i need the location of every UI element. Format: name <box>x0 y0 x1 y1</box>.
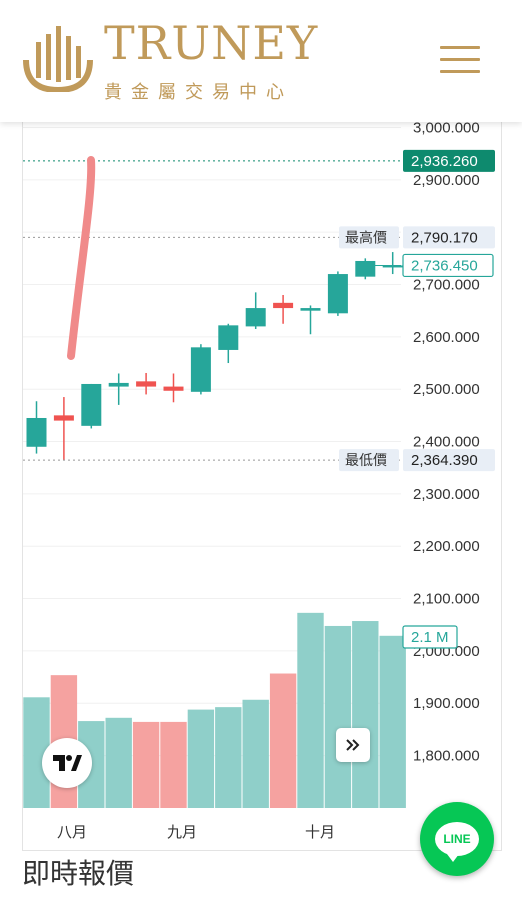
price-chart[interactable]: 3,000.0002,900.0002,800.0002,700.0002,60… <box>22 112 502 851</box>
annotation-stroke <box>67 156 96 360</box>
high-label: 最高價 <box>345 229 387 246</box>
y-tick-label: 1,900.000 <box>413 695 480 712</box>
x-tick-label: 十月 <box>305 823 335 841</box>
candle-body <box>108 382 129 387</box>
candle-body <box>136 381 157 387</box>
candle-body <box>273 302 294 309</box>
y-tick-label: 2,300.000 <box>413 486 480 503</box>
brand-name[interactable]: TRUNEY <box>104 16 319 70</box>
volume-bar <box>242 699 269 808</box>
truney-logo-icon[interactable] <box>22 20 94 96</box>
double-chevron-right-icon[interactable] <box>336 728 370 762</box>
volume-bar <box>269 673 297 808</box>
y-tick-label: 2,400.000 <box>413 434 480 451</box>
candle-body <box>218 325 239 350</box>
y-tick-label: 2,500.000 <box>413 381 480 398</box>
line-label: LINE <box>443 832 471 846</box>
volume-label: 2.1 M <box>411 629 449 646</box>
volume-bar <box>379 635 406 808</box>
current-price-label: 2,736.450 <box>411 257 478 274</box>
candle-body <box>382 265 403 268</box>
low-value-badge <box>403 449 495 472</box>
line-price-badge <box>403 149 495 172</box>
brand-subtitle: 貴金屬交易中心 <box>104 82 293 103</box>
y-tick-label: 2,100.000 <box>413 591 480 608</box>
y-tick-label: 1,800.000 <box>413 748 480 765</box>
high-value-badge <box>403 226 495 249</box>
high-badge <box>339 226 399 249</box>
candle-body <box>163 386 184 391</box>
y-tick-label: 2,600.000 <box>413 329 480 346</box>
candle-body <box>245 308 266 327</box>
x-tick-label: 八月 <box>57 823 87 841</box>
current-price-badge <box>402 253 494 278</box>
low-value: 2,364.390 <box>411 452 478 469</box>
volume-badge <box>402 625 458 649</box>
candlestick-chart[interactable]: 3,000.0002,900.0002,800.0002,700.0002,60… <box>23 112 501 850</box>
candle-body <box>190 347 211 392</box>
low-badge <box>339 449 399 472</box>
candle-body <box>355 260 376 277</box>
candle-body <box>26 417 47 447</box>
hamburger-icon[interactable] <box>440 46 480 76</box>
volume-bar <box>297 612 324 808</box>
candle-body <box>300 308 321 311</box>
volume-bar <box>215 707 242 808</box>
tradingview-icon[interactable] <box>42 738 92 788</box>
y-tick-label: 2,200.000 <box>413 538 480 555</box>
low-label: 最低價 <box>345 452 387 469</box>
high-value: 2,790.170 <box>411 229 478 246</box>
candle-body <box>327 274 348 314</box>
volume-bar <box>105 717 132 808</box>
section-title-live-quote: 即時報價 <box>22 857 135 890</box>
volume-bar <box>324 625 352 808</box>
y-tick-label: 2,900.000 <box>413 172 480 189</box>
y-tick-label: 2,700.000 <box>413 277 480 294</box>
line-price-label: 2,936.260 <box>411 153 478 170</box>
volume-bar <box>132 721 160 808</box>
candle-body <box>53 415 74 421</box>
site-header: TRUNEY 貴金屬交易中心 <box>0 0 522 122</box>
candle-body <box>81 383 102 426</box>
x-tick-label: 九月 <box>167 823 197 841</box>
line-icon: LINE <box>435 822 479 862</box>
volume-bar <box>160 721 187 808</box>
volume-bar <box>187 709 215 808</box>
volume-bar <box>352 621 379 808</box>
line-chat-button[interactable]: LINE <box>420 802 494 876</box>
y-tick-label: 3,000.000 <box>413 120 480 137</box>
